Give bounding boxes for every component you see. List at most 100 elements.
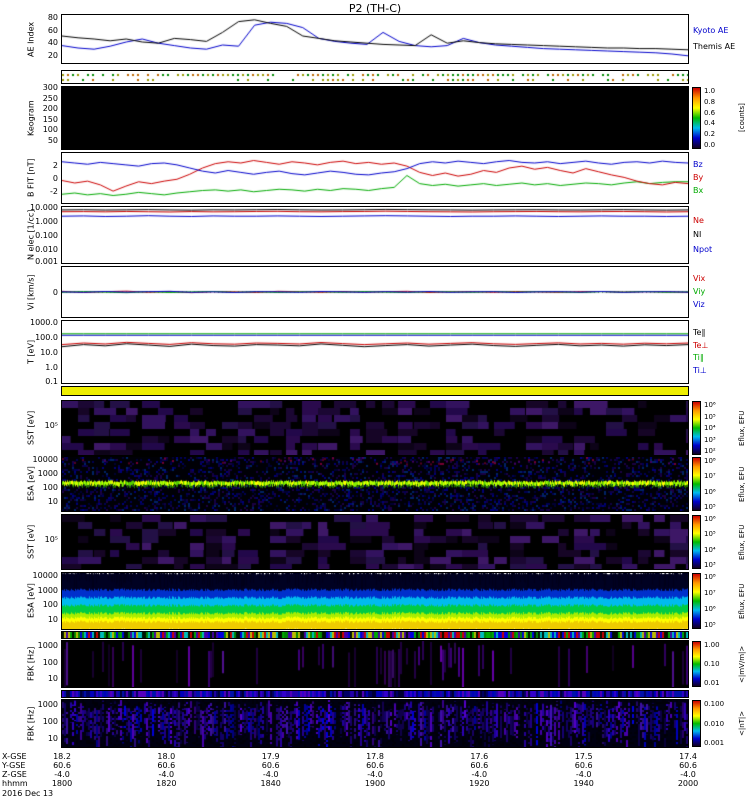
colorbar-esa_i [692,573,701,629]
colorbar-tick: 10⁵ [704,503,716,511]
y-tick-label: 1.0 [45,363,58,373]
y-tick-label: 2 [52,161,58,170]
bfit-canvas [62,153,688,203]
legend-vix: Vix [693,274,706,283]
colorbar-tick: 10⁸ [704,457,716,465]
panel-sst_e [61,400,689,456]
colorbar-keogram [692,87,701,149]
legend-ti-: Ti⊥ [693,366,707,376]
y-tick-label: 60 [47,25,58,35]
colorbar-unit-keogram: [counts] [738,103,746,133]
panel-fbk_e [61,640,689,688]
axis-value: 1900 [364,779,386,788]
colorbar-tick: 0.010 [704,719,725,728]
y-tick-label: 100 [42,657,58,667]
colorbar-tick: 10³ [704,435,716,444]
panel-esa_e [61,456,689,512]
colorbar-tick: 10⁵ [704,621,716,629]
y-tick-label: 0 [52,288,58,297]
y-tick-label: 50 [47,135,58,145]
axis-date-label: 2016 Dec 13 [2,789,54,798]
colorbar-tick: 10³ [704,561,716,569]
axis-value: 60.6 [366,761,384,770]
roi-canvas [62,71,688,83]
temperature-canvas [62,321,688,383]
strip1-canvas [62,632,688,638]
esa_e-canvas [62,457,688,511]
y-tick-label: 0.001 [35,257,58,267]
legend-npot: Npot [693,244,713,254]
y-tick-label: 250 [42,93,58,103]
colorbar-tick: 0.4 [704,119,716,128]
panel-temperature [61,320,689,384]
colorbar-tick: 10⁴ [704,424,716,432]
colorbar-tick: 10⁷ [704,472,716,481]
y-tick-label: 200 [42,103,58,113]
strip2-canvas [62,691,688,697]
y-tick-label: 1000 [37,585,58,595]
colorbar-tick: 0.001 [704,739,725,747]
colorbar-tick: 10⁶ [704,515,716,523]
y-tick-label: 10⁵ [44,421,58,431]
esa_i-canvas [62,573,688,629]
legend-themis-ae: Themis AE [693,42,736,52]
panel-roi [61,70,689,84]
axis-value: -4.0 [158,770,175,779]
y-tick-label: 300 [42,83,58,93]
colorbar-tick: 10⁸ [704,573,716,581]
y-tick-label: 100 [42,124,58,134]
colorbar-tick: 0.0 [704,141,716,149]
axis-value: 17.4 [679,752,697,761]
y-tick-label: 1000 [37,469,58,479]
panel-keogram [61,86,689,150]
axis-value: 18.2 [53,752,71,761]
panel-strip2 [61,690,689,698]
y-tick-label: 0.1 [45,376,58,386]
axis-value: -4.0 [367,770,383,779]
panel-bfit [61,152,689,204]
axis-value: 1820 [156,779,177,788]
colorbar-fbk_e [692,641,701,687]
axis-value: 60.6 [157,761,176,770]
axis-value: 1940 [573,779,594,788]
axis-row-label: Z-GSE [2,770,27,779]
axis-value: 60.6 [53,761,71,770]
axis-value: -4.0 [54,770,70,779]
legend-te-: Te∥ [693,327,706,337]
y-tick-label: 10 [47,497,58,507]
y-tick-label: 10 [47,734,58,744]
y-tick-label: 10⁵ [44,535,58,545]
colorbar-tick: 0.01 [704,679,720,687]
y-tick-label: 0.010 [35,244,58,254]
legend-bx: Bx [693,186,704,195]
legend-ni: NI [693,230,702,239]
axis-value: -4.0 [471,770,488,779]
panel-strip1 [61,631,689,639]
fbk_e-canvas [62,641,688,687]
axis-value: 60.6 [679,761,697,770]
colorbar-tick: 10⁵ [704,530,716,539]
y-tick-label: 10 [47,614,58,624]
panel-fbk_b [61,699,689,748]
y-tick-label: 10.000 [30,203,58,213]
legend-kyoto-ae: Kyoto AE [693,25,729,35]
colorbar-unit-sst_e: Eflux, EFU [738,410,746,446]
y-tick-label: 10000 [32,455,58,465]
panel-density [61,206,689,264]
axis-value: 18.0 [157,752,176,761]
axis-value: 1840 [260,779,281,788]
colorbar-tick: 10⁴ [704,545,716,554]
axis-value: 17.9 [261,752,280,761]
y-tick-label: 80 [47,13,58,22]
colorbar-tick: 0.100 [704,700,725,708]
axis-value: 60.6 [470,761,489,770]
legend-by: By [693,173,704,182]
axis-value: 2000 [677,779,699,788]
colorbar-tick: 10⁶ [704,605,716,613]
density-canvas [62,207,688,263]
colorbar-esa_e [692,457,701,511]
colorbar-unit-esa_e: Eflux, EFU [738,466,746,502]
axis-value: 60.6 [574,761,593,770]
legend-ne: Ne [693,215,704,225]
